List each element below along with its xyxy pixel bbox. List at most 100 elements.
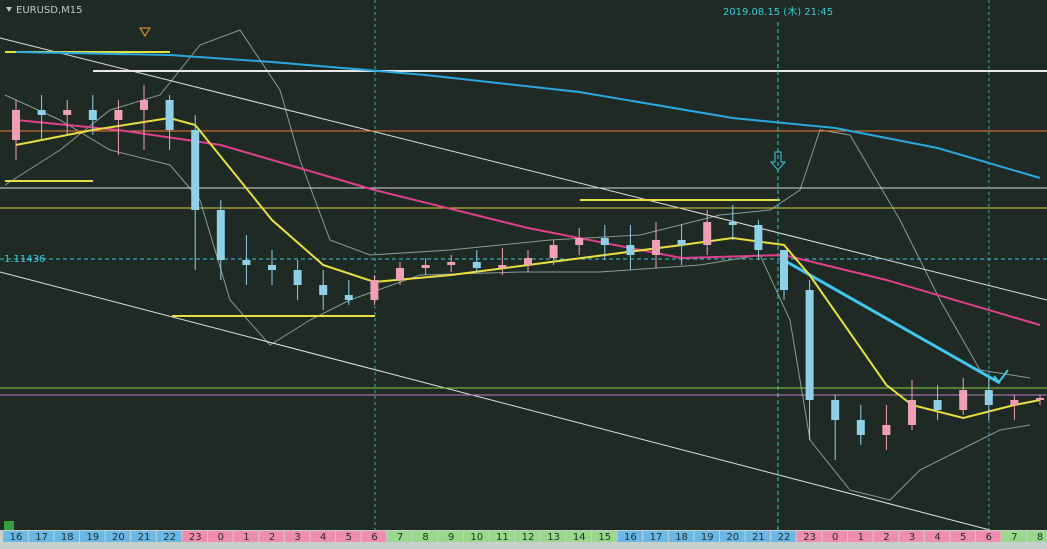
x-tick-label: 1 <box>858 532 864 543</box>
chart-title: EURUSD,M15 <box>16 5 82 16</box>
x-tick-label: 16 <box>10 532 23 543</box>
channel-upper <box>0 37 1047 301</box>
channel-lower <box>0 271 991 531</box>
x-tick-label: 4 <box>320 532 326 543</box>
x-tick-cell <box>745 531 771 542</box>
x-tick-label: 4 <box>934 532 940 543</box>
candle-body <box>216 210 225 260</box>
candle-body <box>191 130 200 210</box>
x-tick-label: 13 <box>547 532 560 543</box>
x-tick-label: 12 <box>522 532 535 543</box>
x-tick-label: 17 <box>35 532 48 543</box>
x-tick-label: 14 <box>573 532 586 543</box>
x-tick-label: 2 <box>883 532 889 543</box>
candle-body <box>421 265 430 268</box>
x-tick-label: 22 <box>163 532 176 543</box>
candle-body <box>754 225 763 250</box>
candle-body <box>268 265 276 270</box>
x-tick-cell <box>592 531 617 542</box>
x-tick-cell <box>668 531 694 542</box>
x-tick-label: 8 <box>1037 532 1043 543</box>
x-tick-cell <box>1001 531 1027 542</box>
x-tick-label: 17 <box>650 532 663 543</box>
x-tick-cell <box>796 531 822 542</box>
x-tick-label: 0 <box>832 532 838 543</box>
x-tick-cell <box>336 531 361 542</box>
x-tick-cell <box>566 531 591 542</box>
x-tick-cell <box>156 531 182 542</box>
x-tick-label: 19 <box>86 532 99 543</box>
x-tick-cell <box>1027 531 1047 542</box>
x-tick-cell <box>182 531 207 542</box>
x-tick-cell <box>259 531 284 542</box>
x-tick-cell <box>694 531 719 542</box>
candle-body <box>549 245 558 258</box>
x-tick-cell <box>464 531 489 542</box>
candle-body <box>856 420 865 435</box>
arrow-marker <box>139 27 151 37</box>
x-tick-cell <box>80 531 105 542</box>
x-tick-label: 8 <box>422 532 428 543</box>
x-tick-cell <box>643 531 668 542</box>
candle-body <box>959 390 968 410</box>
x-tick-label: 5 <box>960 532 966 543</box>
x-tick-label: 1 <box>243 532 249 543</box>
x-tick-cell <box>54 531 79 542</box>
check-marker <box>993 369 1009 384</box>
x-tick-cell <box>438 531 463 542</box>
x-tick-label: 15 <box>598 532 611 543</box>
candle-body <box>677 240 686 245</box>
x-tick-label: 5 <box>346 532 352 543</box>
x-tick-cell <box>233 531 259 542</box>
x-tick-cell <box>822 531 847 542</box>
x-tick-cell <box>950 531 975 542</box>
candle-body <box>600 238 609 245</box>
x-tick-label: 20 <box>112 532 125 543</box>
x-tick-label: 18 <box>675 532 688 543</box>
x-tick-cell <box>771 531 796 542</box>
candle-body <box>805 290 814 400</box>
arrow-marker <box>769 151 787 171</box>
candle-body <box>114 110 123 120</box>
x-tick-label: 16 <box>624 532 637 543</box>
x-tick-label: 21 <box>138 532 151 543</box>
x-tick-cell <box>3 531 28 542</box>
x-tick-cell <box>28 531 54 542</box>
candle-body <box>293 270 302 285</box>
x-tick-cell <box>976 531 1001 542</box>
x-tick-label: 10 <box>470 532 483 543</box>
candle-body <box>370 280 379 300</box>
candle-body <box>984 390 993 405</box>
candle-body <box>703 222 712 245</box>
moving-average <box>15 119 1041 326</box>
x-tick-cell <box>361 531 387 542</box>
x-tick-cell <box>412 531 438 542</box>
candle-body <box>882 425 891 435</box>
bollinger-lower <box>4 94 1031 501</box>
moving-average <box>15 51 1041 179</box>
x-tick-label: 0 <box>218 532 224 543</box>
x-tick-cell <box>515 531 540 542</box>
candle-body <box>524 258 532 265</box>
x-tick-label: 7 <box>1011 532 1017 543</box>
x-tick-label: 7 <box>397 532 403 543</box>
x-tick-label: 23 <box>803 532 816 543</box>
x-tick-label: 2 <box>269 532 275 543</box>
x-tick-cell <box>540 531 566 542</box>
candle-body <box>908 400 916 425</box>
x-tick-label: 22 <box>778 532 791 543</box>
candle-body <box>88 110 97 120</box>
x-tick-cell <box>208 531 233 542</box>
x-tick-label: 3 <box>909 532 915 543</box>
x-tick-label: 20 <box>726 532 739 543</box>
x-tick-label: 21 <box>752 532 765 543</box>
candle-body <box>140 100 148 110</box>
candle-body <box>447 262 456 265</box>
candle-body <box>165 100 174 130</box>
x-tick-label: 23 <box>189 532 202 543</box>
x-tick-cell <box>899 531 924 542</box>
x-tick-cell <box>720 531 745 542</box>
x-tick-cell <box>284 531 310 542</box>
